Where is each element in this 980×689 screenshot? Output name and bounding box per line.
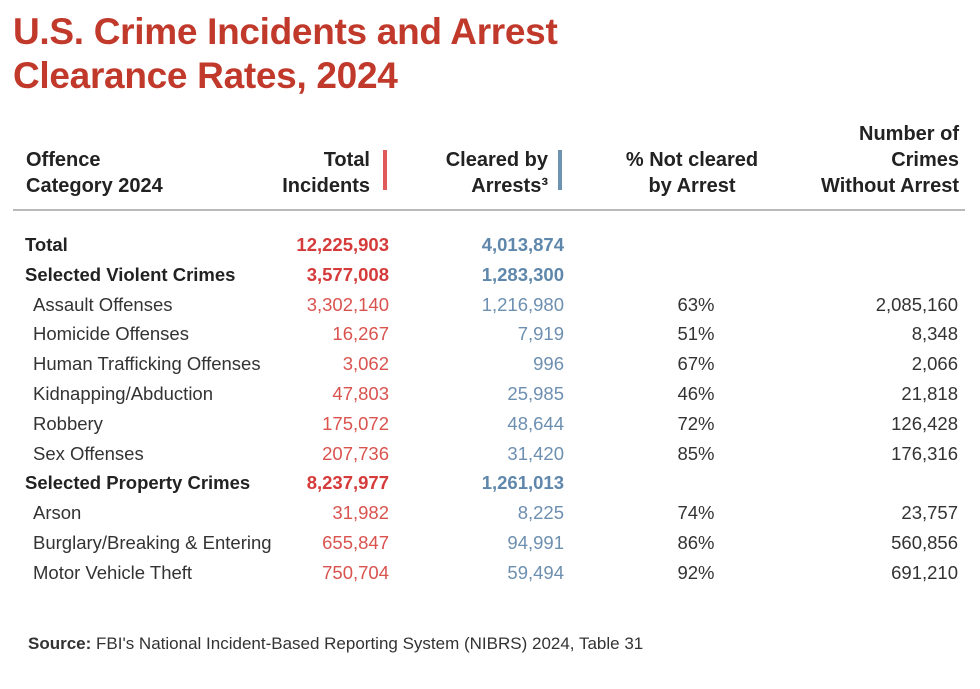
table-row: Arson 31,982 8,225 74% 23,757 (0, 498, 980, 528)
row-cleared-by-arrests: 1,261,013 (481, 472, 564, 494)
column-header-pct-line-2: by Arrest (648, 175, 736, 197)
row-cleared-by-arrests: 25,985 (507, 382, 564, 404)
column-header-cleared-by-arrests: Cleared by Arrests³ (446, 147, 548, 199)
row-category: Motor Vehicle Theft (33, 561, 193, 583)
row-total-incidents: 31,982 (332, 502, 389, 524)
row-cleared-by-arrests: 4,013,874 (481, 234, 564, 255)
row-total-incidents: 175,072 (322, 412, 389, 434)
row-without-arrest: 691,210 (891, 561, 958, 583)
row-pct-not-cleared: 92% (677, 561, 715, 583)
chart-title-line-1: U.S. Crime Incidents and Arrest (13, 11, 558, 52)
table-row: Homicide Offenses 16,267 7,919 51% 8,348 (0, 319, 980, 349)
row-cleared-by-arrests: 48,644 (507, 412, 564, 434)
column-header-without-arrest: Number of Crimes Without Arrest (821, 121, 959, 199)
table-row: Assault Offenses 3,302,140 1,216,980 63% 2,0… (0, 290, 980, 320)
row-category: Human Trafficking Offenses (33, 353, 261, 375)
source-note: Source: FBI's National Incident-Based Re… (28, 634, 643, 654)
row-without-arrest: 23,757 (901, 502, 958, 524)
row-pct-not-cleared: 51% (677, 323, 715, 345)
column-header-category-line-1: Offence (26, 149, 101, 171)
table-row: Burglary/Breaking & Entering 655,847 94,99… (0, 528, 980, 558)
column-header-cleared-line-2: Arrests³ (471, 175, 548, 197)
column-header-num-line-3: Without Arrest (821, 175, 959, 197)
row-category: Assault Offenses (33, 293, 173, 315)
row-without-arrest: 560,856 (891, 531, 958, 553)
row-category: Selected Violent Crimes (25, 263, 236, 285)
row-category: Burglary/Breaking & Entering (33, 531, 272, 553)
row-cleared-by-arrests: 996 (533, 353, 564, 375)
row-category: Kidnapping/Abduction (33, 382, 214, 404)
column-header-num-line-2: Crimes (891, 149, 959, 171)
table-row: Selected Property Crimes 8,237,977 1,261,0… (0, 468, 980, 498)
table-row: Selected Violent Crimes 3,577,008 1,283,30… (0, 260, 980, 290)
row-category: Selected Property Crimes (25, 472, 251, 494)
row-cleared-by-arrests: 1,283,300 (481, 263, 564, 285)
row-pct-not-cleared: 72% (677, 412, 715, 434)
row-category: Robbery (33, 412, 103, 434)
table-row: Kidnapping/Abduction 47,803 25,985 46% 21,81… (0, 379, 980, 409)
row-without-arrest: 21,818 (901, 382, 958, 404)
column-header-pct-line-1: % Not cleared (625, 149, 759, 171)
column-header-category: Offence Category 2024 (26, 147, 163, 199)
row-cleared-by-arrests: 94,991 (507, 531, 564, 553)
table-body: Total 12,225,903 4,013,874 Selected Violent… (0, 230, 980, 588)
column-header-category-line-2: Category 2024 (26, 175, 163, 197)
row-category: Arson (33, 502, 82, 524)
row-total-incidents: 12,225,903 (296, 234, 389, 255)
row-cleared-by-arrests: 8,225 (517, 502, 564, 524)
row-total-incidents: 750,704 (322, 561, 389, 583)
source-text: FBI's National Incident-Based Reporting … (91, 634, 644, 653)
column-header-pct-not-cleared: % Not cleared by Arrest (626, 147, 758, 199)
row-total-incidents: 8,237,977 (306, 472, 389, 494)
chart-title: U.S. Crime Incidents and Arrest Clearanc… (13, 10, 558, 98)
cleared-accent-bar (558, 150, 562, 190)
row-total-incidents: 207,736 (322, 442, 389, 464)
row-category: Total (25, 234, 68, 255)
chart-title-line-2: Clearance Rates, 2024 (13, 55, 398, 96)
row-total-incidents: 47,803 (332, 382, 389, 404)
row-category: Sex Offenses (33, 442, 144, 464)
table-row: Robbery 175,072 48,644 72% 126,428 (0, 409, 980, 439)
row-total-incidents: 3,302,140 (306, 293, 389, 315)
row-pct-not-cleared: 85% (677, 442, 715, 464)
row-pct-not-cleared: 63% (677, 293, 715, 315)
column-header-total-line-1: Total (323, 149, 370, 171)
row-category: Homicide Offenses (33, 323, 189, 345)
row-pct-not-cleared: 86% (677, 531, 715, 553)
table-row: Total 12,225,903 4,013,874 (0, 230, 980, 260)
row-without-arrest: 8,348 (911, 323, 958, 345)
column-header-num-line-1: Number of (859, 123, 959, 145)
row-pct-not-cleared: 46% (677, 382, 715, 404)
column-header-cleared-line-1: Cleared by (445, 149, 548, 171)
row-pct-not-cleared: 74% (677, 502, 715, 524)
row-without-arrest: 2,066 (911, 353, 958, 375)
source-label: Source: (28, 634, 92, 653)
row-cleared-by-arrests: 7,919 (517, 323, 564, 345)
column-header-total-line-2: Incidents (282, 175, 370, 197)
row-total-incidents: 16,267 (332, 323, 389, 345)
table-row: Human Trafficking Offenses 3,062 996 67% 2,0… (0, 349, 980, 379)
row-cleared-by-arrests: 59,494 (507, 561, 564, 583)
column-header-total-incidents: Total Incidents (282, 147, 370, 199)
row-without-arrest: 2,085,160 (875, 293, 958, 315)
row-cleared-by-arrests: 1,216,980 (481, 293, 564, 315)
row-cleared-by-arrests: 31,420 (507, 442, 564, 464)
table-row: Sex Offenses 207,736 31,420 85% 176,316 (0, 439, 980, 469)
total-accent-bar (383, 150, 387, 190)
table-row: Motor Vehicle Theft 750,704 59,494 92% 691,2… (0, 558, 980, 588)
header-divider (13, 209, 965, 211)
row-pct-not-cleared: 67% (677, 353, 715, 375)
row-without-arrest: 176,316 (891, 442, 958, 464)
row-total-incidents: 3,062 (342, 353, 389, 375)
row-total-incidents: 3,577,008 (306, 263, 389, 285)
row-without-arrest: 126,428 (891, 412, 958, 434)
row-total-incidents: 655,847 (322, 531, 389, 553)
